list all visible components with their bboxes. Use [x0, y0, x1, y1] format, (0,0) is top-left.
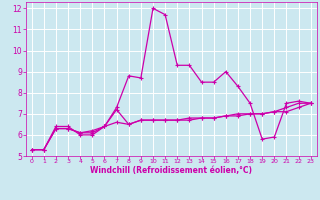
X-axis label: Windchill (Refroidissement éolien,°C): Windchill (Refroidissement éolien,°C) [90, 166, 252, 175]
